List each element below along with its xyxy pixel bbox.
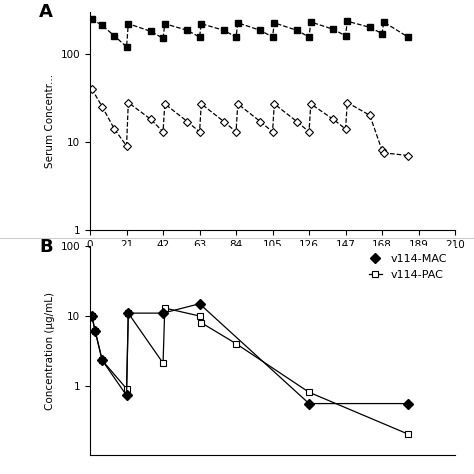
v114-MAC	[306, 401, 312, 406]
Line: v114-PAC: v114-PAC	[88, 305, 411, 438]
v114-PAC	[124, 386, 129, 392]
v114-MAC	[89, 313, 95, 319]
X-axis label: Time (days): Time (days)	[237, 255, 308, 268]
v114-PAC	[92, 328, 98, 334]
v114-PAC	[233, 341, 239, 346]
v114-MAC	[197, 301, 202, 307]
v114-PAC	[162, 305, 168, 311]
Y-axis label: Serum Concentr...: Serum Concentr...	[45, 74, 55, 168]
v114-PAC	[126, 310, 131, 316]
v114-MAC	[100, 357, 105, 363]
v114-MAC	[124, 392, 129, 398]
Text: A: A	[39, 3, 53, 21]
Y-axis label: Concentration (μg/mL): Concentration (μg/mL)	[45, 292, 55, 410]
v114-MAC	[92, 328, 98, 334]
v114-PAC	[100, 357, 105, 363]
v114-MAC	[160, 310, 166, 316]
v114-PAC	[89, 313, 95, 319]
v114-PAC	[199, 320, 204, 326]
v114-MAC	[405, 401, 411, 406]
v114-MAC	[126, 310, 131, 316]
Line: v114-MAC: v114-MAC	[88, 301, 411, 407]
Text: B: B	[39, 238, 53, 256]
Legend: v114-MAC, v114-PAC: v114-MAC, v114-PAC	[366, 252, 449, 282]
v114-PAC	[160, 360, 166, 366]
v114-PAC	[405, 431, 411, 437]
v114-PAC	[306, 390, 312, 395]
v114-PAC	[197, 313, 202, 319]
